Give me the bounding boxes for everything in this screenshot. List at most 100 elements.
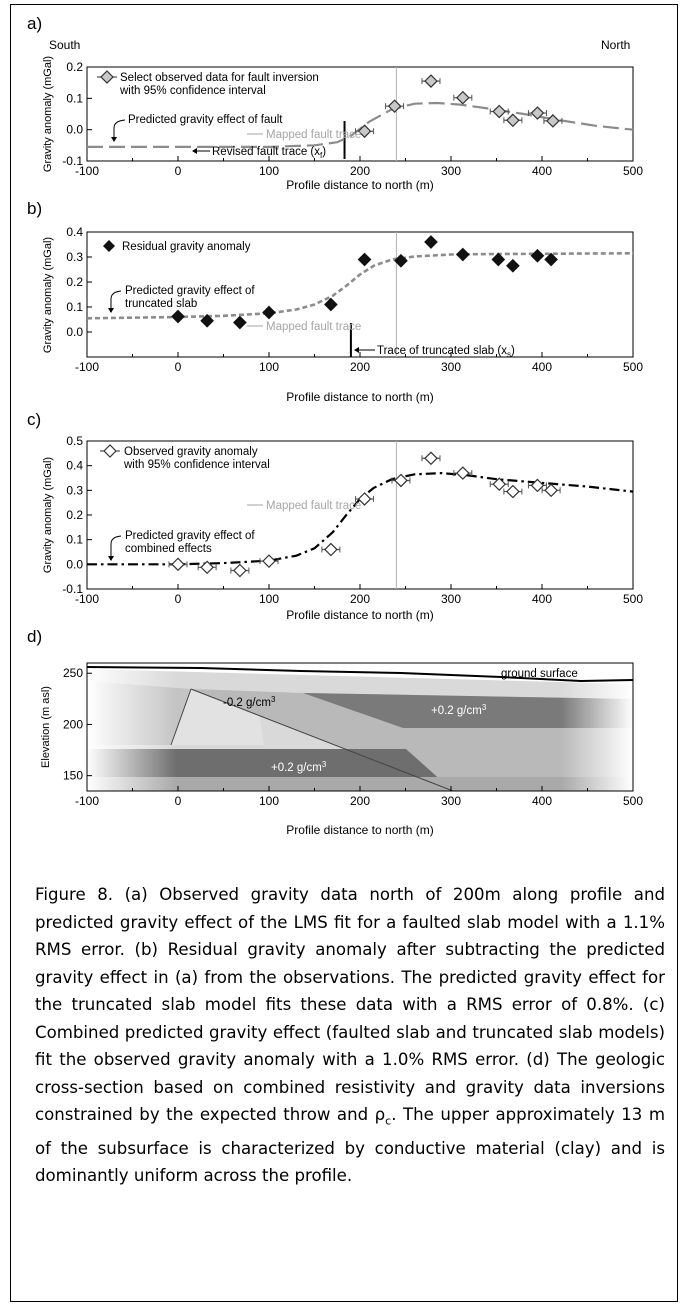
data-point-marker (424, 451, 438, 466)
data-point-marker (262, 554, 276, 568)
fault-plane (190, 688, 454, 791)
revised-annotation-arrowhead (192, 148, 197, 154)
data-point (259, 554, 279, 568)
data-point-marker (262, 305, 276, 320)
x-tick-label: -100 (75, 794, 99, 808)
legend-b-text: Residual gravity anomaly (122, 241, 251, 253)
fault-annotation-c: Mapped fault trace (266, 500, 361, 512)
data-point (357, 252, 372, 267)
x-tick-label: 200 (350, 592, 370, 606)
y-tick-label: 150 (63, 769, 83, 783)
neg-density-label: -0.2 g/cm3 (223, 695, 276, 709)
data-point (321, 542, 341, 557)
data-point-marker (171, 309, 185, 324)
figure-caption: Figure 8. (a) Observed gravity data nort… (35, 881, 665, 1190)
data-point (453, 466, 473, 480)
panel-c-label: c) (27, 410, 41, 429)
pred-annotation-b-1: Predicted gravity effect of (125, 285, 255, 297)
data-point-marker (455, 247, 470, 262)
legend-b-diamond (103, 240, 115, 252)
data-point-marker (424, 74, 438, 88)
right-fade (561, 663, 633, 791)
data-point-marker (492, 477, 507, 492)
x-tick-label: 100 (259, 592, 279, 606)
data-point (453, 90, 473, 105)
observed-points-c (168, 451, 561, 578)
legend-c: Observed gravity anomaly with 95% confid… (100, 444, 270, 471)
figure: a) South North -0.1 0.0 0.1 0.2 -100 0 100 200… (27, 14, 643, 837)
predicted-fault-curve (87, 101, 634, 148)
x-ticks-c: -100 0 100 200 300 400 500 (75, 584, 643, 606)
pred-annotation-arrow-a (113, 119, 126, 138)
x-tick-label: 300 (441, 164, 461, 178)
x-tick-label: 0 (175, 794, 182, 808)
data-point (385, 99, 405, 114)
data-point (491, 252, 506, 267)
y-tick-label: 0.2 (66, 275, 83, 289)
y-tick-label: -0.1 (62, 154, 83, 168)
pred-annotation-c-2: combined effects (125, 543, 212, 555)
data-point (391, 473, 411, 488)
x-tick-label: 100 (259, 164, 279, 178)
data-point (543, 114, 563, 128)
ground-surface-line (87, 666, 633, 683)
data-point-marker (233, 563, 247, 578)
panel-a-label: a) (27, 14, 42, 33)
legend-b: Residual gravity anomaly (103, 240, 251, 253)
data-point (230, 563, 250, 578)
data-point-marker (387, 99, 402, 114)
x-ticks-d: -100 0 100 200 300 400 500 (75, 786, 643, 808)
data-point (421, 74, 441, 88)
data-point-marker (544, 252, 558, 267)
legend-a-text-1: Select observed data for fault inversion (120, 72, 319, 84)
deep-layer (87, 777, 633, 791)
panel-b-label: b) (27, 199, 42, 218)
data-point-marker (324, 297, 338, 312)
data-point-marker (492, 104, 507, 119)
data-point-marker (455, 90, 470, 105)
caption-text: Figure 8. (a) Observed gravity data nort… (35, 885, 665, 1124)
data-point (421, 451, 441, 466)
x-tick-label: 300 (441, 360, 461, 374)
data-point-marker (233, 315, 247, 330)
panel-b: b) 0.00.10.20.30.4 -100 0 100 200 300 400 500 … (27, 199, 643, 404)
left-fade (87, 663, 177, 791)
upper-positive-block (303, 693, 633, 728)
pred-annotation-c-1: Predicted gravity effect of (125, 530, 255, 542)
x-tick-label: 100 (259, 794, 279, 808)
trunc-annotation: Trace of truncated slab (xs) (377, 345, 515, 359)
y-tick-label: 0.1 (66, 533, 83, 547)
y-tick-label: 200 (63, 717, 83, 731)
pred-annotation-arrowhead-a (111, 137, 117, 142)
pred-annotation-arrowhead-c (108, 556, 114, 561)
y-ticks-b: 0.0 0.1 0.2 0.3 0.4 (66, 225, 92, 339)
pos-density-label-upper: +0.2 g/cm3 (431, 703, 487, 717)
x-tick-label: 400 (532, 164, 552, 178)
data-point-marker (357, 124, 372, 139)
south-label: South (49, 38, 80, 52)
data-point (527, 106, 547, 120)
data-point (168, 557, 188, 572)
x-tick-label: 200 (350, 794, 370, 808)
x-tick-label: 200 (350, 164, 370, 178)
x-tick-label: 0 (175, 164, 182, 178)
legend-a: Select observed data for fault inversion… (97, 70, 319, 97)
y-ticks-d: 150 200 250 (63, 666, 92, 783)
data-point-marker (357, 492, 372, 506)
y-tick-label: 0.4 (66, 225, 83, 239)
data-point (503, 484, 523, 499)
x-tick-label: -100 (75, 360, 99, 374)
y-tick-label: 0.3 (66, 250, 83, 264)
x-tick-label: 300 (441, 592, 461, 606)
data-point (324, 297, 338, 312)
y-tick-label: 0.2 (66, 60, 83, 74)
y-axis-label-b: Gravity anomaly (mGal) (42, 237, 54, 353)
pred-annotation-arrowhead-b (108, 308, 114, 313)
y-tick-label: -0.1 (62, 582, 83, 596)
data-point-marker (394, 253, 408, 268)
x-ticks-a: -100 0 100 200 300 400 500 (75, 156, 643, 178)
x-tick-label: 100 (259, 360, 279, 374)
y-tick-label: 0.5 (66, 434, 83, 448)
data-point (200, 313, 214, 328)
panel-c: c) -0.1 0.0 0.1 0.2 0.3 0.4 0.5 -100 0 100 200 300… (27, 410, 643, 622)
